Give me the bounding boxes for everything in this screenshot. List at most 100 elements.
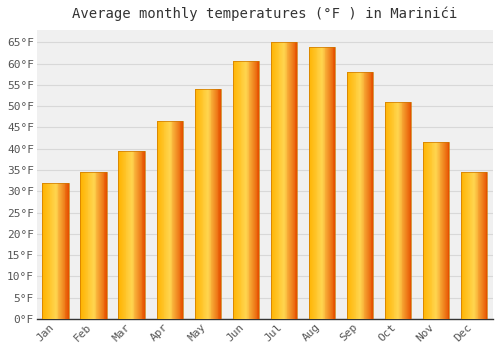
Bar: [329, 47, 330, 319]
Bar: [426, 142, 427, 319]
Bar: [386, 102, 388, 319]
Bar: [480, 172, 481, 319]
Bar: [448, 142, 450, 319]
Bar: [446, 142, 448, 319]
Bar: [198, 89, 199, 319]
Bar: [91, 172, 92, 319]
Bar: [369, 72, 370, 319]
Bar: [296, 42, 297, 319]
Bar: [289, 42, 290, 319]
Bar: [47, 183, 48, 319]
Bar: [390, 102, 391, 319]
Bar: [280, 42, 281, 319]
Bar: [430, 142, 432, 319]
Bar: [424, 142, 426, 319]
Bar: [253, 62, 254, 319]
Bar: [124, 151, 126, 319]
Bar: [394, 102, 396, 319]
Bar: [281, 42, 282, 319]
Bar: [472, 172, 473, 319]
Bar: [236, 62, 237, 319]
Bar: [48, 183, 50, 319]
Bar: [474, 172, 475, 319]
Bar: [93, 172, 94, 319]
Bar: [270, 42, 297, 319]
Bar: [246, 62, 247, 319]
Bar: [204, 89, 205, 319]
Bar: [346, 72, 374, 319]
Bar: [160, 121, 161, 319]
Bar: [321, 47, 322, 319]
Bar: [384, 102, 411, 319]
Bar: [164, 121, 166, 319]
Bar: [258, 62, 259, 319]
Bar: [68, 183, 69, 319]
Bar: [90, 172, 91, 319]
Bar: [476, 172, 478, 319]
Bar: [293, 42, 294, 319]
Bar: [310, 47, 312, 319]
Bar: [460, 172, 462, 319]
Bar: [358, 72, 359, 319]
Bar: [410, 102, 412, 319]
Bar: [44, 183, 45, 319]
Bar: [54, 183, 55, 319]
Bar: [404, 102, 405, 319]
Bar: [370, 72, 372, 319]
Bar: [288, 42, 289, 319]
Bar: [422, 142, 450, 319]
Bar: [408, 102, 410, 319]
Bar: [242, 62, 243, 319]
Bar: [212, 89, 213, 319]
Bar: [102, 172, 104, 319]
Bar: [239, 62, 240, 319]
Bar: [475, 172, 476, 319]
Bar: [481, 172, 482, 319]
Bar: [244, 62, 245, 319]
Bar: [316, 47, 318, 319]
Bar: [176, 121, 177, 319]
Bar: [438, 142, 440, 319]
Bar: [397, 102, 398, 319]
Bar: [158, 121, 159, 319]
Bar: [92, 172, 93, 319]
Bar: [138, 151, 139, 319]
Bar: [170, 121, 172, 319]
Bar: [175, 121, 176, 319]
Bar: [101, 172, 102, 319]
Bar: [332, 47, 334, 319]
Bar: [422, 142, 424, 319]
Bar: [432, 142, 434, 319]
Bar: [84, 172, 85, 319]
Bar: [356, 72, 358, 319]
Bar: [50, 183, 51, 319]
Bar: [96, 172, 98, 319]
Bar: [140, 151, 141, 319]
Bar: [470, 172, 472, 319]
Bar: [194, 89, 221, 319]
Bar: [128, 151, 129, 319]
Title: Average monthly temperatures (°F ) in Marinići: Average monthly temperatures (°F ) in Ma…: [72, 7, 458, 21]
Bar: [366, 72, 367, 319]
Bar: [252, 62, 253, 319]
Bar: [232, 62, 259, 319]
Bar: [247, 62, 248, 319]
Bar: [312, 47, 313, 319]
Bar: [161, 121, 162, 319]
Bar: [52, 183, 53, 319]
Bar: [406, 102, 407, 319]
Bar: [130, 151, 131, 319]
Bar: [315, 47, 316, 319]
Bar: [169, 121, 170, 319]
Bar: [42, 183, 69, 319]
Bar: [80, 172, 107, 319]
Bar: [208, 89, 210, 319]
Bar: [62, 183, 63, 319]
Bar: [331, 47, 332, 319]
Bar: [137, 151, 138, 319]
Bar: [83, 172, 84, 319]
Bar: [360, 72, 361, 319]
Bar: [270, 42, 272, 319]
Bar: [142, 151, 144, 319]
Bar: [353, 72, 354, 319]
